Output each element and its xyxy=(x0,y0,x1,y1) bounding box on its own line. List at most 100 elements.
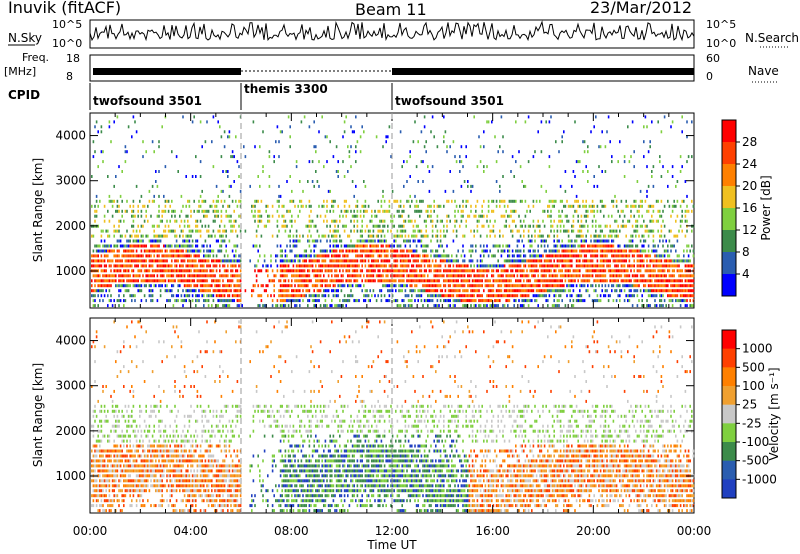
range-cell xyxy=(623,274,626,278)
range-cell xyxy=(435,284,437,288)
range-cell xyxy=(94,219,96,223)
range-cell xyxy=(287,209,290,213)
range-cell xyxy=(327,189,330,193)
range-cell xyxy=(374,244,376,248)
range-cell xyxy=(299,304,301,308)
range-cell xyxy=(174,264,176,268)
range-cell xyxy=(447,264,450,268)
range-cell xyxy=(622,269,624,273)
range-cell xyxy=(150,289,152,293)
range-cell xyxy=(297,239,299,243)
range-cell xyxy=(259,304,261,308)
range-cell xyxy=(199,120,202,124)
range-cell xyxy=(599,249,602,253)
range-cell xyxy=(483,130,485,134)
range-cell xyxy=(681,229,683,233)
range-cell xyxy=(329,189,331,193)
range-cell xyxy=(431,284,434,288)
range-cell xyxy=(406,269,408,273)
range-cell xyxy=(603,269,605,273)
range-cell xyxy=(683,299,685,303)
range-cell xyxy=(172,209,175,213)
range-cell xyxy=(633,254,635,258)
range-cell xyxy=(356,274,359,278)
range-cell xyxy=(199,234,202,238)
range-cell xyxy=(214,219,216,223)
range-cell xyxy=(391,249,394,253)
range-cell xyxy=(430,269,432,273)
range-cell xyxy=(537,294,539,298)
range-cell xyxy=(647,264,650,268)
range-cell xyxy=(534,234,536,238)
range-cell xyxy=(593,299,595,303)
range-cell xyxy=(649,279,651,283)
range-cell xyxy=(361,234,363,238)
range-cell xyxy=(302,189,304,193)
range-cell xyxy=(166,244,168,248)
range-cell xyxy=(649,304,651,308)
range-cell xyxy=(543,269,546,273)
range-cell xyxy=(643,155,645,159)
range-cell xyxy=(620,249,623,253)
range-cell xyxy=(284,289,287,293)
range-cell xyxy=(380,204,383,208)
range-cell xyxy=(515,279,517,283)
range-cell xyxy=(499,199,501,203)
range-cell xyxy=(343,259,346,263)
range-cell xyxy=(279,279,282,283)
range-cell xyxy=(145,269,147,273)
range-cell xyxy=(255,264,258,268)
range-cell xyxy=(143,294,146,298)
range-cell xyxy=(350,289,352,293)
range-cell xyxy=(500,264,503,268)
range-cell xyxy=(164,199,167,203)
range-cell xyxy=(556,264,559,268)
range-cell xyxy=(227,279,229,283)
range-cell xyxy=(487,209,490,213)
range-cell xyxy=(364,259,367,263)
range-cell xyxy=(577,229,579,233)
range-cell xyxy=(97,244,99,248)
range-cell xyxy=(628,259,631,263)
range-cell xyxy=(585,165,587,169)
range-cell xyxy=(686,304,688,308)
range-cell xyxy=(468,249,471,253)
range-cell xyxy=(646,229,648,233)
range-cell xyxy=(151,299,154,303)
range-cell xyxy=(444,130,447,134)
range-cell xyxy=(529,299,531,303)
range-cell xyxy=(201,294,203,298)
range-cell xyxy=(316,279,319,283)
range-cell xyxy=(518,249,520,253)
range-cell xyxy=(111,259,114,263)
range-cell xyxy=(455,229,458,233)
range-cell xyxy=(308,254,311,258)
range-cell xyxy=(91,284,93,288)
range-cell xyxy=(151,244,154,248)
range-cell xyxy=(369,254,371,258)
range-cell xyxy=(342,279,344,283)
range-cell xyxy=(649,145,651,149)
range-cell xyxy=(585,214,587,218)
range-cell xyxy=(199,289,202,293)
range-cell xyxy=(164,279,167,283)
range-cell xyxy=(419,264,421,268)
range-cell xyxy=(558,209,560,213)
range-cell xyxy=(513,304,515,308)
range-cell xyxy=(420,269,423,273)
range-cell xyxy=(659,274,661,278)
range-cell xyxy=(359,244,362,248)
range-cell xyxy=(689,299,691,303)
range-cell xyxy=(651,170,653,173)
range-cell xyxy=(670,249,672,253)
range-cell xyxy=(684,294,687,298)
range-cell xyxy=(628,279,631,283)
range-cell xyxy=(654,264,656,268)
range-cell xyxy=(387,244,389,248)
range-cell xyxy=(169,279,171,283)
range-cell xyxy=(527,274,530,278)
range-cell xyxy=(227,254,229,258)
range-cell xyxy=(375,264,378,268)
range-cell xyxy=(257,294,259,298)
range-cell xyxy=(441,259,443,263)
